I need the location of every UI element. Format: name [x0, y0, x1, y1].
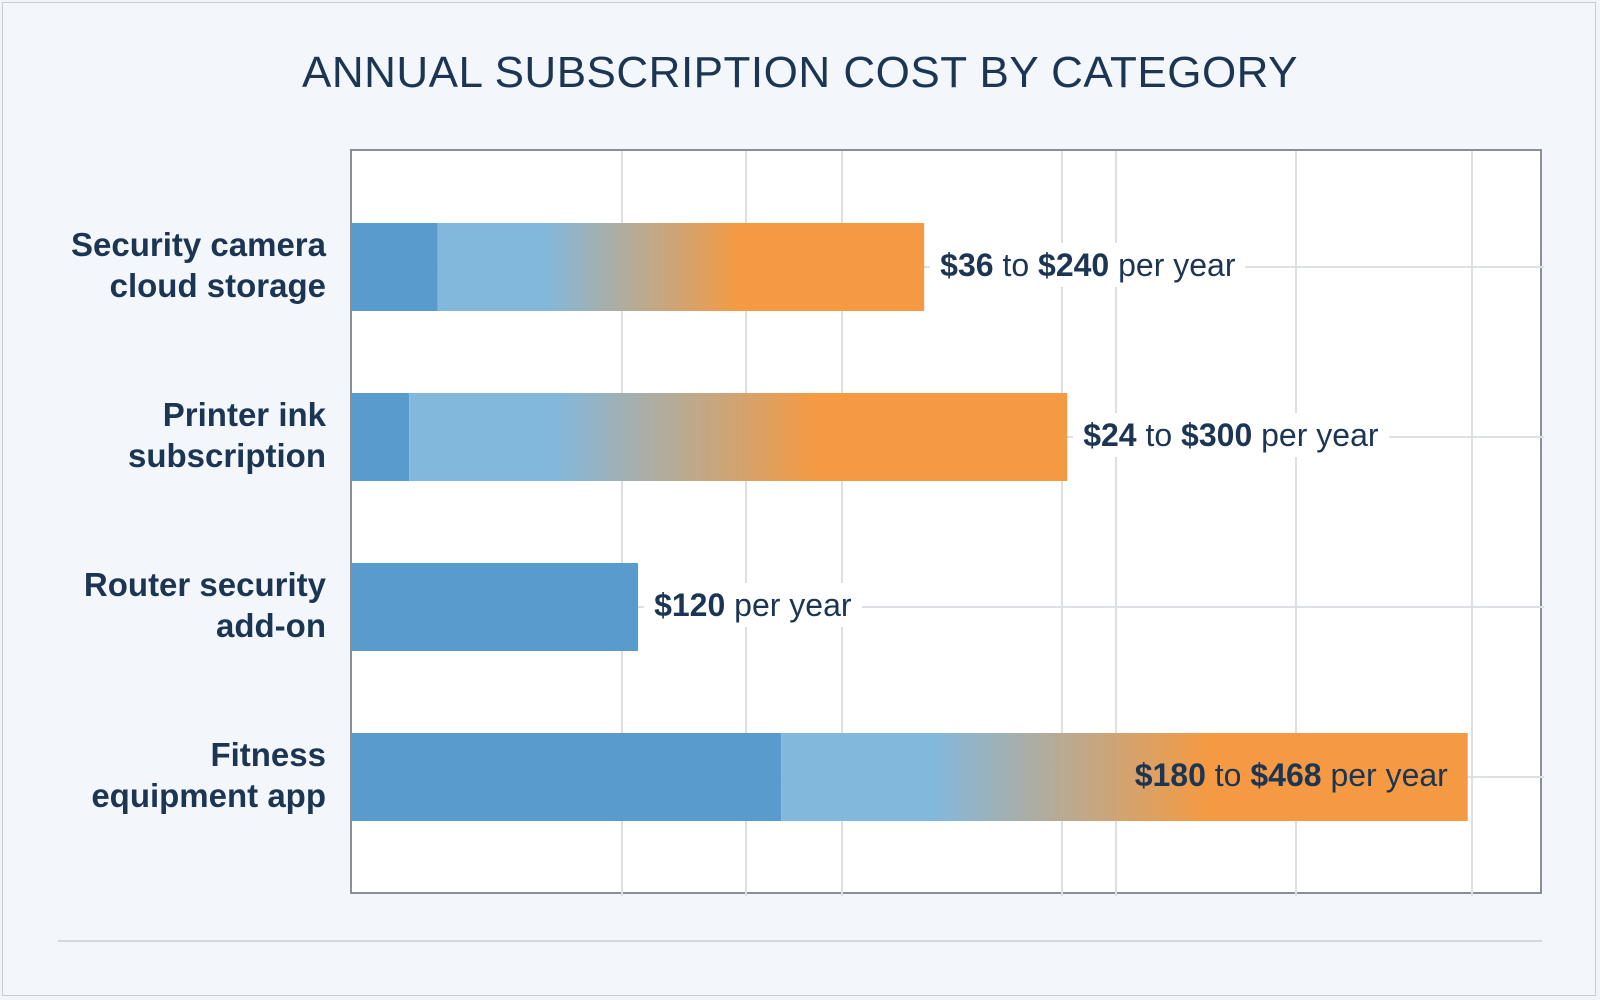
category-label: Fitness equipment app [91, 736, 326, 814]
bar-value-label-part: $36 [940, 247, 994, 283]
bar-value-label-part: to [993, 247, 1039, 283]
bar-value-label-part: per year [725, 587, 852, 623]
bar-value-label-part: $24 [1083, 417, 1137, 453]
bar-range-segment [437, 223, 925, 311]
bar-value-label-part: $120 [654, 587, 726, 623]
bar-value-label-part: per year [1321, 757, 1448, 793]
bar-minimum-segment [352, 393, 410, 481]
category-label: Router security add-on [83, 566, 326, 644]
bar-value-label: $120 per year [644, 583, 862, 627]
bar-value-label-part: $300 [1181, 417, 1253, 453]
bar-value-label: $180 to $468 per year [1125, 753, 1458, 797]
bar-value-label: $24 to $300 per year [1073, 413, 1389, 457]
category-label: Printer ink subscription [127, 396, 326, 474]
bar-value-label-part: per year [1109, 247, 1236, 283]
bar-value-label-part: $240 [1038, 247, 1110, 283]
bar-minimum-segment [352, 223, 438, 311]
bar-value-label-part: $468 [1250, 757, 1322, 793]
bar-range-segment [409, 393, 1068, 481]
bar-value-label-part: to [1205, 757, 1251, 793]
bar-minimum-segment [352, 563, 639, 651]
bottom-divider [58, 940, 1542, 942]
bar-value-label-part: to [1136, 417, 1182, 453]
bar-minimum-segment [352, 733, 782, 821]
category-label: Security camera cloud storage [71, 226, 326, 304]
bar-value-label-part: per year [1252, 417, 1379, 453]
bar-value-label-part: $180 [1134, 757, 1206, 793]
bar-range-segment [781, 733, 1468, 821]
chart-title: ANNUAL SUBSCRIPTION COST BY CATEGORY [302, 48, 1298, 97]
chart-svg [352, 151, 1544, 896]
bar-value-label: $36 to $240 per year [930, 243, 1246, 287]
